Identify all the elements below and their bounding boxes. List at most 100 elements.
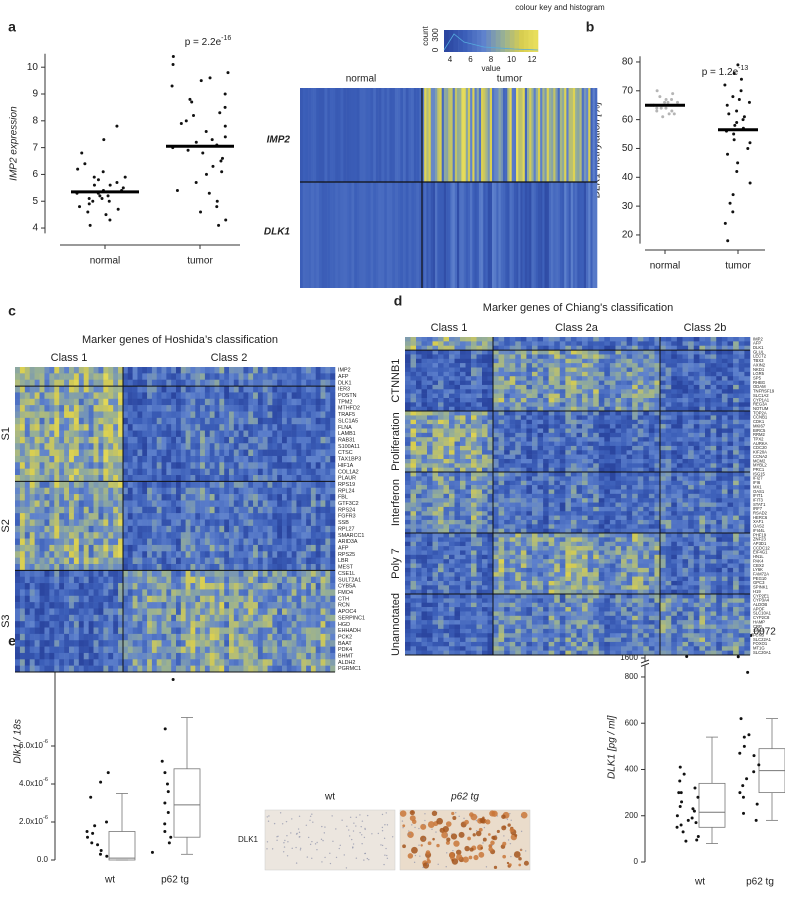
heatmap-cell: [477, 450, 483, 455]
heatmap-cell: [243, 608, 248, 615]
heatmap-cell: [433, 398, 439, 403]
heatmap-cell: [59, 539, 64, 546]
data-point: [756, 803, 759, 806]
heatmap-cell: [405, 476, 411, 481]
heatmap-cell: [282, 488, 287, 495]
heatmap-cell: [422, 367, 428, 372]
heatmap-cell: [79, 380, 84, 387]
heatmap-cell: [234, 392, 239, 399]
heatmap-cell: [427, 564, 433, 569]
heatmap-cell: [171, 481, 176, 488]
heatmap-cell: [128, 475, 133, 482]
heatmap-cell: [133, 411, 138, 418]
heatmap-cell: [321, 615, 326, 622]
heatmap-cell: [416, 455, 422, 460]
heatmap-cell: [316, 411, 321, 418]
heatmap-cell: [25, 443, 30, 450]
heatmap-cell: [272, 659, 277, 666]
heatmap-cell: [258, 596, 263, 603]
heatmap-cell: [54, 380, 59, 387]
heatmap-cell: [162, 666, 167, 673]
heatmap-cell: [113, 431, 118, 438]
heatmap-cell: [444, 498, 450, 503]
heatmap-cell: [15, 380, 20, 387]
heatmap-cell: [287, 564, 292, 571]
heatmap-cell: [282, 411, 287, 418]
heatmap-cell: [44, 507, 49, 514]
heatmap-cell: [416, 376, 422, 381]
heatmap-cell: [466, 455, 472, 460]
heatmap-cell: [482, 629, 488, 634]
heatmap-cell: [422, 394, 428, 399]
heatmap-cell: [49, 450, 54, 457]
heatmap-cell: [493, 372, 499, 377]
heatmap-cell: [123, 666, 128, 673]
heatmap-cell: [142, 450, 147, 457]
heatmap-cell: [157, 659, 162, 666]
heatmap-cell: [219, 628, 224, 635]
heatmap-cell: [137, 443, 142, 450]
heatmap-cell: [405, 629, 411, 634]
heatmap-cell: [94, 647, 99, 654]
heatmap-cell: [272, 621, 277, 628]
heatmap-cell: [103, 564, 108, 571]
heatmap-cell: [466, 524, 472, 529]
heatmap-cell: [449, 385, 455, 390]
heatmap-cell: [518, 182, 520, 288]
heatmap-cell: [263, 564, 268, 571]
heatmap-cell: [162, 424, 167, 431]
heatmap-cell: [98, 500, 103, 507]
heatmap-cell: [466, 603, 472, 608]
heatmap-cell: [477, 350, 483, 355]
heatmap-cell: [108, 411, 113, 418]
heatmap-cell: [417, 182, 420, 288]
heatmap-cell: [405, 437, 411, 442]
heatmap-cell: [455, 542, 461, 547]
heatmap-cell: [229, 443, 234, 450]
heatmap-cell: [311, 431, 316, 438]
heatmap-cell: [493, 354, 499, 359]
heatmap-cell: [277, 456, 282, 463]
heatmap-cell: [460, 542, 466, 547]
heatmap-cell: [477, 446, 483, 451]
heatmap-cell: [59, 545, 64, 552]
heatmap-cell: [234, 666, 239, 673]
heatmap-cell: [103, 443, 108, 450]
heatmap-cell: [455, 611, 461, 616]
heatmap-cell: [15, 424, 20, 431]
heatmap-cell: [215, 608, 220, 615]
gene-label: FGFR3: [338, 514, 356, 520]
heatmap-cell: [438, 394, 444, 399]
heatmap-cell: [482, 442, 488, 447]
heatmap-cell: [152, 481, 157, 488]
heatmap-cell: [301, 450, 306, 457]
heatmap-cell: [79, 411, 84, 418]
heatmap-cell: [405, 585, 411, 590]
heatmap-cell: [422, 542, 428, 547]
heatmap-cell: [215, 488, 220, 495]
gene-label: ALDH2: [338, 660, 355, 666]
heatmap-cell: [84, 411, 89, 418]
heatmap-cell: [321, 386, 326, 393]
gene-label: ARID3A: [338, 539, 358, 545]
heatmap-cell: [455, 354, 461, 359]
heatmap-cell: [224, 647, 229, 654]
heatmap-cell: [411, 572, 417, 577]
heatmap-cell: [64, 443, 69, 450]
heatmap-cell: [301, 437, 306, 444]
heatmap-cell: [94, 481, 99, 488]
heatmap-cell: [325, 628, 330, 635]
heatmap-cell: [181, 386, 186, 393]
heatmap-cell: [35, 551, 40, 558]
heatmap-cell: [113, 640, 118, 647]
heatmap-cell: [79, 647, 84, 654]
heatmap-cell: [181, 462, 186, 469]
heatmap-cell: [152, 583, 157, 590]
heatmap-cell: [258, 589, 263, 596]
heatmap-cell: [471, 616, 477, 621]
heatmap-cell: [74, 666, 79, 673]
heatmap-cell: [263, 475, 268, 482]
heatmap-cell: [311, 615, 316, 622]
heatmap-cell: [272, 564, 277, 571]
heatmap-cell: [171, 653, 176, 660]
